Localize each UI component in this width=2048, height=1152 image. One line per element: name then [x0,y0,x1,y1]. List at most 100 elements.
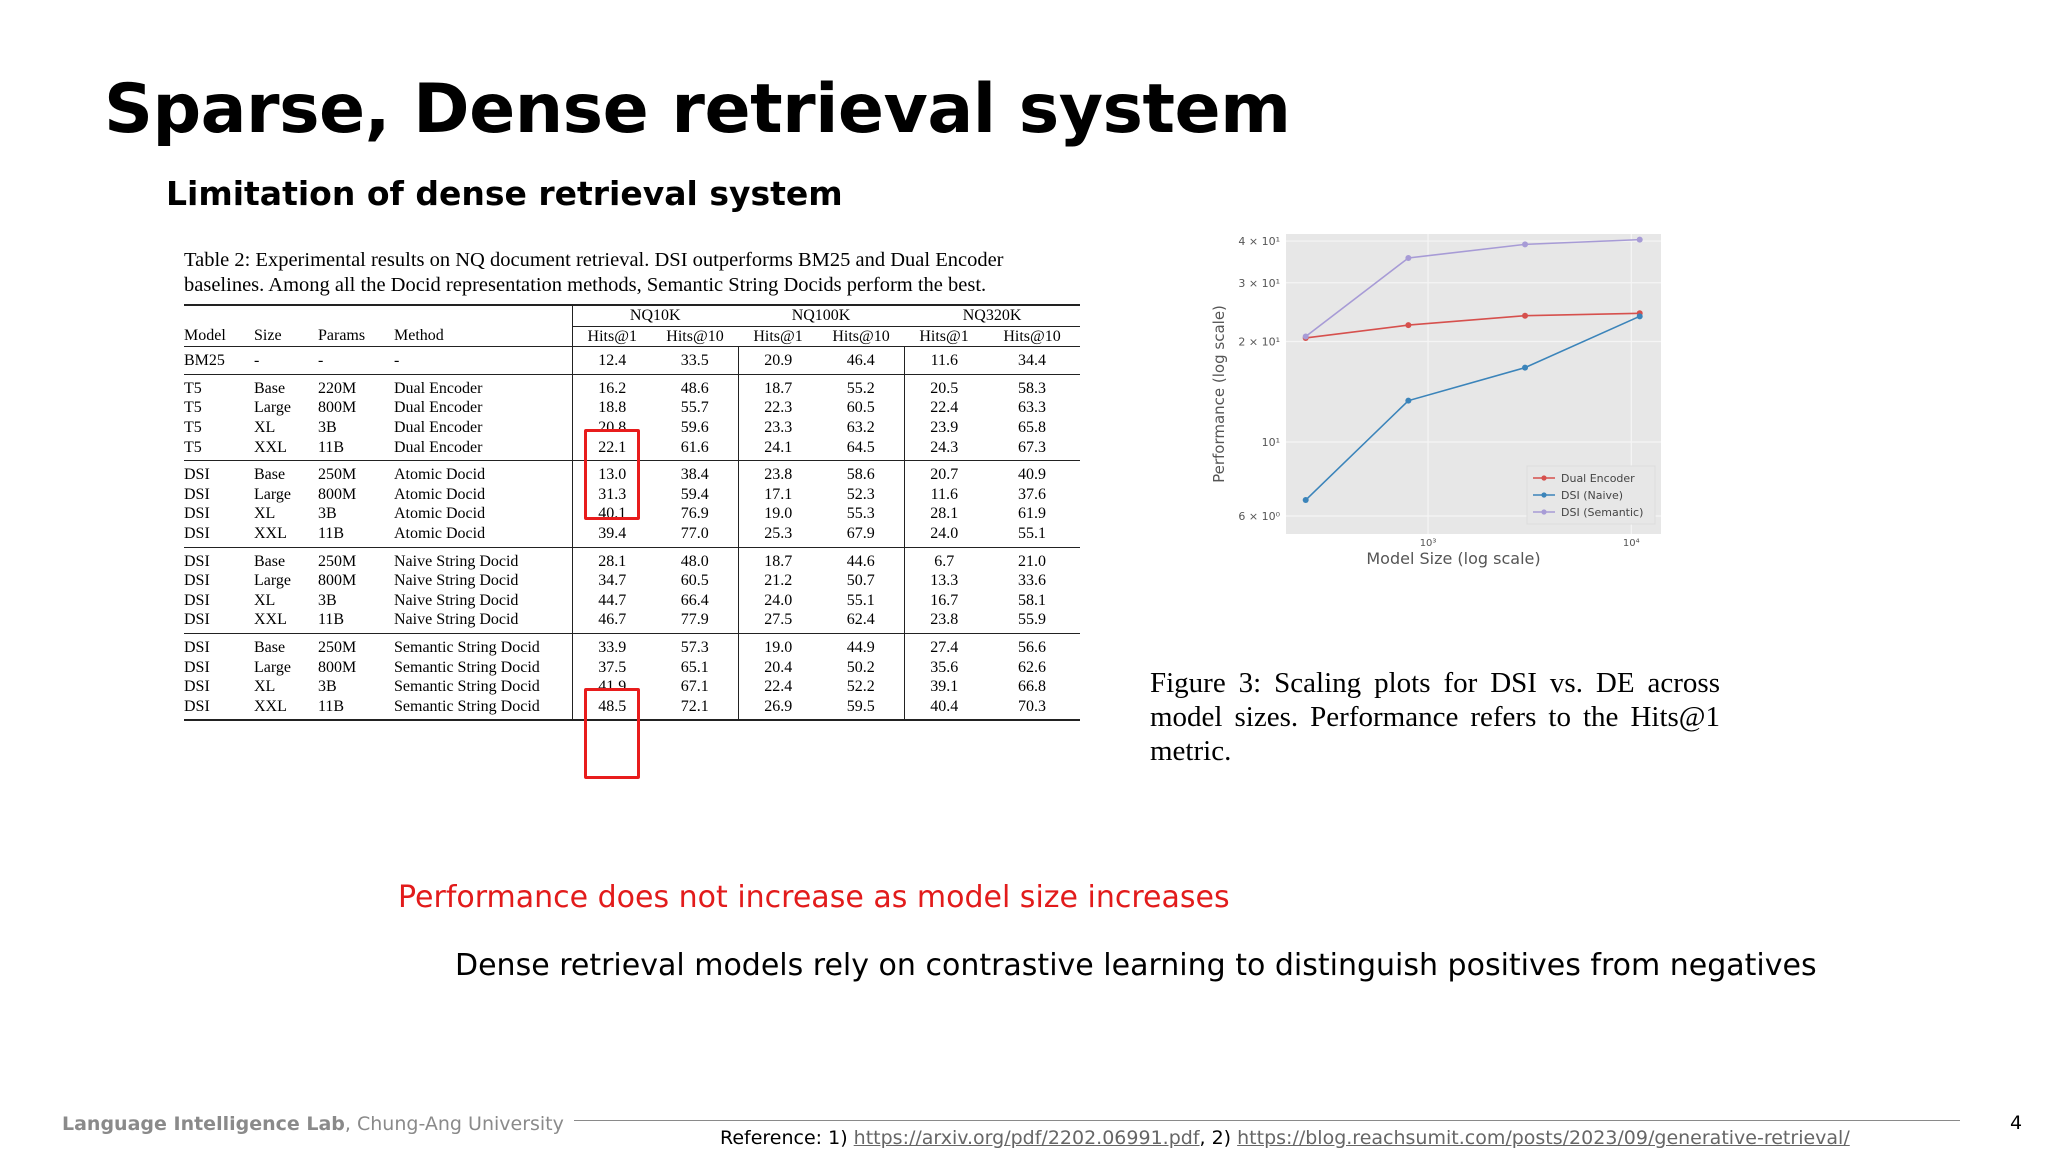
table-cell: 22.4 [903,398,985,418]
table-cell: 16.7 [903,590,985,611]
table-cell: 58.6 [818,460,905,485]
explanation-note: Dense retrieval models rely on contrasti… [455,948,1817,983]
table-cell: 21.2 [737,571,819,591]
table-row: DSI XXL 11B Atomic Docid 39.4 77.0 25.3 67.9 24.… [184,523,1080,548]
table-cell: 64.5 [846,438,875,456]
y-axis-label: Performance (log scale) [1210,305,1228,483]
table-cell: 19.0 [737,632,819,658]
table-cell: DSI [184,658,210,676]
table-cell: 12.4 [571,346,652,375]
x-tick-label: 10⁴ [1623,538,1640,549]
table-cell: Naive String Docid [394,611,519,629]
table-cell: 38.4 [652,460,739,485]
table-cell: DSI [184,611,210,629]
table-cell: 24.3 [903,437,985,461]
ref-link-2[interactable]: https://blog.reachsumit.com/posts/2023/0… [1237,1127,1850,1149]
table-cell: 76.9 [680,505,709,523]
data-point [1405,254,1412,261]
table-cell: 62.6 [1018,658,1047,676]
table-cell: DSI [184,460,254,485]
table-caption: Table 2: Experimental results on NQ docu… [184,249,1004,296]
ref-link-1[interactable]: https://arxiv.org/pdf/2202.06991.pdf [853,1127,1200,1149]
table-cell: 11.6 [903,484,985,505]
table-cell: 63.2 [846,418,875,436]
table-cell: Dual Encoder [394,438,483,456]
y-tick-label: 3 × 10¹ [1238,277,1280,290]
table-cell: DSI [184,546,254,572]
table-cell: 52.2 [846,678,875,696]
page-number: 4 [2010,1112,2023,1134]
table-cell: 59.5 [818,696,905,722]
column-header: Hits@10 [818,326,905,348]
data-point [1302,333,1309,340]
table-cell: XL [254,678,276,696]
table-cell: Naive String Docid [394,572,519,590]
table-cell: - [318,352,324,370]
table-cell: - [394,352,400,370]
table-cell: DSI [184,572,210,590]
table-cell: 25.3 [737,523,819,548]
footer-lab-name: Language Intelligence Lab [62,1113,345,1135]
table-cell: Semantic String Docid [394,678,540,696]
highlight-box-semantic-docid [584,688,640,780]
table-cell: 19.0 [737,504,819,524]
table-cell: 44.7 [571,590,652,611]
table-cell: Dual Encoder [394,373,572,399]
results-table-block: Table 2: Experimental results on NQ docu… [184,248,1081,780]
table-cell: Base [254,546,318,572]
table-cell: 17.1 [737,484,819,505]
table-cell: 22.3 [737,398,819,418]
table-row: DSI XL 3B Atomic Docid 40.1 76.9 19.0 55.3 28.1 6… [184,504,1080,524]
y-tick-label: 10¹ [1262,436,1280,449]
table-cell: 58.3 [984,373,1081,399]
dataset-header: NQ100K [738,303,905,327]
footer-references: Reference: 1) https://arxiv.org/pdf/2202… [720,1127,1850,1149]
table-cell: 28.1 [903,504,985,524]
table-cell: XXL [254,696,318,722]
table-cell: 60.5 [680,572,709,590]
table-row: DSI Base 250M Semantic String Docid 33.9 57.3… [184,632,1081,658]
red-highlight-note: Performance does not increase as model s… [398,880,1230,915]
data-point [1522,312,1529,319]
table-cell: 37.5 [571,657,652,678]
table-cell: XL [254,418,276,436]
table-cell: 33.9 [571,632,652,658]
table-cell: Base [254,373,318,399]
legend-label: Dual Encoder [1561,472,1635,485]
series-line-1 [1305,315,1641,501]
table-row: DSI XXL 11B Semantic String Docid 48.5 72.1 26… [184,696,1081,722]
table-row: T5 Large 800M Dual Encoder 18.8 55.7 22.3 60.5 2… [184,398,1080,418]
column-header: Model [184,326,254,348]
data-point [1636,236,1643,243]
table-cell: Base [254,632,318,658]
table-cell: Dual Encoder [394,418,483,436]
table-cell: Naive String Docid [394,546,572,572]
table-cell: Naive String Docid [394,591,519,609]
table-cell: 800M [318,572,357,590]
legend-marker [1541,509,1547,515]
data-point [1405,322,1412,329]
column-header: Hits@10 [984,326,1081,348]
table-cell: 40.4 [903,696,985,722]
column-header: Hits@1 [904,326,985,348]
scaling-plot-svg: 6 × 10⁰ 10¹ 2 × 10¹ 3 × 10¹ 4 × 10¹ 10³ 10⁴ Mod… [1210,234,1661,568]
legend-label: DSI (Naive) [1561,489,1623,502]
data-point [1522,364,1529,371]
table-cell: XXL [254,438,287,456]
x-tick-label: 10³ [1420,538,1437,549]
dataset-header: NQ320K [904,303,1081,327]
table-cell: 20.5 [903,373,985,399]
table-row: DSI Large 800M Semantic String Docid 37.5 65.… [184,657,1080,678]
table-row: DSI XXL 11B Naive String Docid 46.7 77.9 27.5 6… [184,610,1080,634]
series-line-0 [1305,312,1640,339]
table-cell: 60.5 [846,399,875,417]
footer-divider [574,1120,1960,1121]
table-cell: 18.7 [737,546,819,572]
legend-label: DSI (Semantic) [1561,506,1643,519]
table-cell: 40.9 [984,460,1081,485]
table-cell: 59.6 [680,418,709,436]
column-header: Params [318,326,394,348]
table-cell: 44.9 [818,632,905,658]
footer-lab: Language Intelligence Lab, Chung-Ang Uni… [62,1113,564,1135]
table-cell: 66.8 [1018,678,1047,696]
